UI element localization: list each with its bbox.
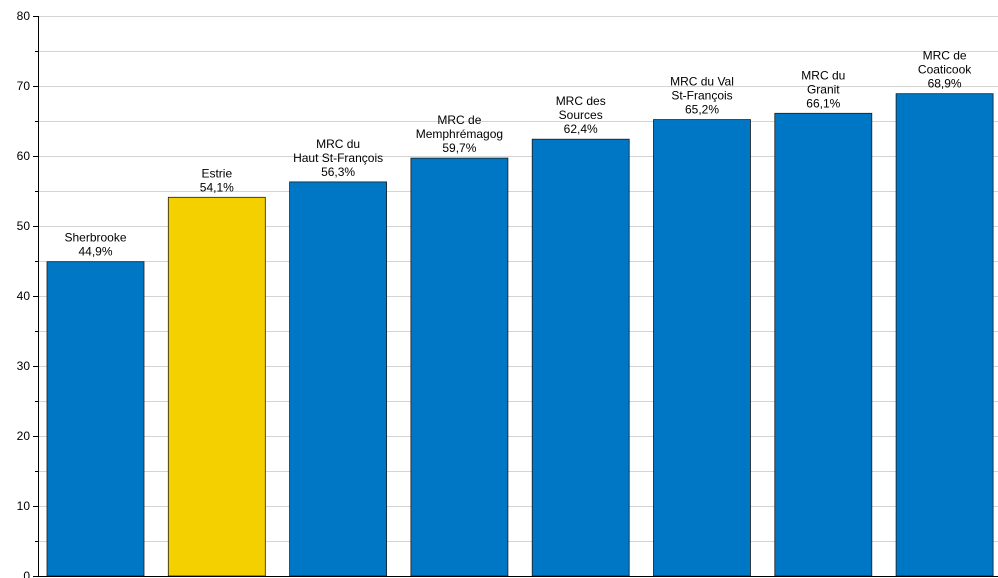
data-label-category: Coaticook xyxy=(918,63,972,77)
data-label-value: 66,1% xyxy=(806,96,840,110)
data-label-category: St-François xyxy=(671,89,732,103)
y-axis: 0 10 20 30 40 50 60 70 80 xyxy=(17,9,998,578)
data-label-category: MRC de xyxy=(437,113,481,127)
data-label-value: 65,2% xyxy=(685,103,719,117)
data-label-category: MRC du xyxy=(316,137,360,151)
bar xyxy=(167,196,266,577)
y-tick-label: 0 xyxy=(23,569,30,578)
data-label-category: MRC des xyxy=(556,94,606,108)
data-label-category: Sherbrooke xyxy=(64,231,126,245)
y-tick-label: 40 xyxy=(17,289,31,303)
y-tick-label: 10 xyxy=(17,499,31,513)
data-label-category: Sources xyxy=(559,108,603,122)
y-tick-label: 30 xyxy=(17,359,31,373)
data-label-value: 62,4% xyxy=(564,122,598,136)
bars xyxy=(46,93,994,577)
bar xyxy=(895,93,994,577)
data-label-category: Granit xyxy=(807,82,840,96)
data-label-value: 54,1% xyxy=(200,180,234,194)
data-label-category: MRC de xyxy=(923,49,967,63)
bar xyxy=(774,112,873,577)
bar xyxy=(653,119,751,577)
y-tick-label: 50 xyxy=(17,219,31,233)
data-label-category: MRC du xyxy=(801,68,845,82)
y-tick-label: 60 xyxy=(17,149,31,163)
bar xyxy=(46,261,145,577)
data-label-category: MRC du Val xyxy=(670,75,734,89)
y-tick-label: 20 xyxy=(17,429,31,443)
data-label-value: 56,3% xyxy=(321,165,355,179)
data-label-value: 68,9% xyxy=(928,77,962,91)
bar xyxy=(410,157,509,577)
bar xyxy=(289,181,388,577)
data-label-category: Haut St-François xyxy=(293,151,383,165)
data-label-category: Memphrémagog xyxy=(416,127,503,141)
y-tick-label: 80 xyxy=(17,9,31,23)
y-tick-label: 70 xyxy=(17,79,31,93)
bar xyxy=(531,138,630,577)
data-label-value: 59,7% xyxy=(442,141,476,155)
data-label-category: Estrie xyxy=(201,166,232,180)
data-label-value: 44,9% xyxy=(78,245,112,259)
